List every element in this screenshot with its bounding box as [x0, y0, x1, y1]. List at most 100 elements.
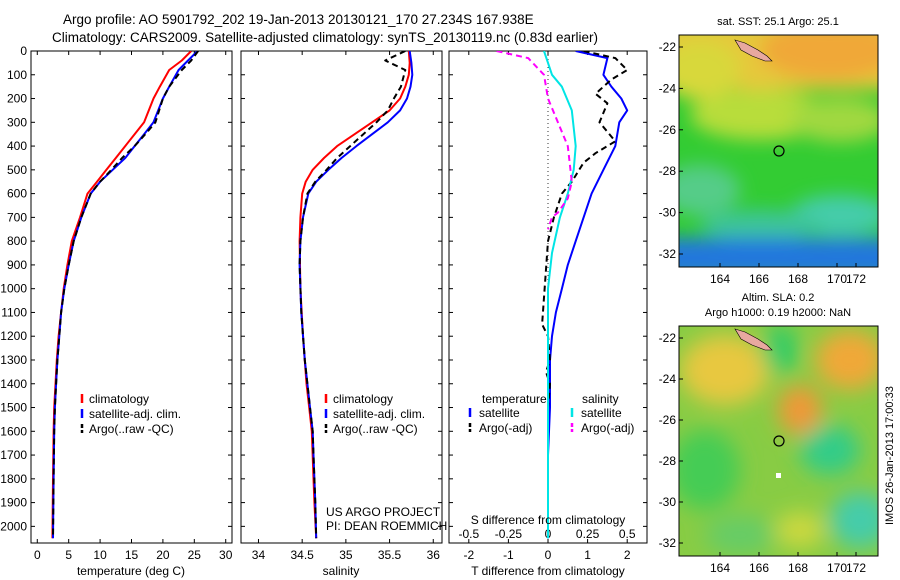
- x-tick-label: 1: [584, 548, 591, 562]
- map-longitude-label: 164: [710, 561, 730, 575]
- series-line-argo-raw-qc-: [298, 51, 407, 539]
- sst-map-title: sat. SST: 25.1 Argo: 25.1: [717, 16, 839, 28]
- new-caledonia-landmass: [734, 328, 773, 351]
- legend-label: satellite-adj. clim.: [89, 407, 181, 421]
- temperature-x-axis: 0 5 10 15 20 25 30: [34, 51, 233, 562]
- map-longitude-label: 166: [749, 561, 769, 575]
- difference-y-ticks: [449, 50, 647, 527]
- x-tick-label: 20: [156, 548, 170, 562]
- temperature-series: [51, 51, 199, 539]
- depth-tick-label: 0: [20, 44, 27, 58]
- x-tick-label: 15: [125, 548, 139, 562]
- x-tick-label: 35.5: [378, 548, 402, 562]
- map-latitude-label: -26: [659, 413, 677, 427]
- map-white-marker: [776, 473, 781, 478]
- legend-title-salinity: salinity: [582, 392, 619, 406]
- x-tick-label: 5: [65, 548, 72, 562]
- map-latitude-label: -30: [659, 206, 677, 220]
- depth-tick-label: 100: [7, 68, 27, 82]
- depth-tick-label: 400: [7, 139, 27, 153]
- depth-tick-label: 900: [7, 258, 27, 272]
- depth-tick-label: 1500: [0, 401, 27, 415]
- depth-tick-label: 1800: [0, 472, 27, 486]
- series-line-argo-adj-: [496, 51, 573, 230]
- depth-tick-label: 200: [7, 92, 27, 106]
- legend-label: satellite: [479, 406, 520, 420]
- series-line-argo-raw-qc-: [52, 51, 199, 539]
- argo-float-marker: [773, 435, 785, 447]
- legend-label: Argo(..raw -QC): [333, 422, 418, 436]
- depth-axis: 0 100 200 300 400 500 600 700 800 900 1000 1100 1200…: [0, 44, 232, 533]
- depth-tick-label: 1400: [0, 377, 27, 391]
- x-tick-label: 25: [188, 548, 202, 562]
- new-caledonia-landmass: [734, 39, 773, 62]
- x-tick-label: 2: [624, 548, 631, 562]
- s-difference-label: S difference from climatology: [471, 513, 626, 527]
- x-tick-label: 34: [252, 548, 266, 562]
- depth-tick-label: 500: [7, 163, 27, 177]
- salinity-panel: 34 34.5 35 35.5 36 salinity climatologysatel…: [240, 50, 447, 578]
- title-line-2: Climatology: CARS2009. Satellite-adjuste…: [52, 30, 599, 45]
- map-longitude-label: 172: [846, 272, 866, 286]
- map-latitude-label: -32: [659, 536, 677, 550]
- title-line-1: Argo profile: AO 5901792_202 19-Jan-2013…: [63, 12, 534, 27]
- x-tick-label-s: -0.25: [495, 527, 523, 541]
- map-longitude-label: 168: [788, 561, 808, 575]
- depth-tick-label: 1900: [0, 496, 27, 510]
- salinity-frame: [240, 50, 443, 544]
- map-longitude-label: 170: [827, 561, 847, 575]
- x-tick-label: 34.5: [290, 548, 314, 562]
- credit-line-2: PI: DEAN ROEMMICH: [326, 519, 447, 533]
- map-latitude-label: -28: [659, 164, 677, 178]
- series-line-argo-adj-: [541, 51, 629, 408]
- map-latitude-label: -22: [659, 331, 677, 345]
- legend-label: Argo(-adj): [581, 421, 634, 435]
- legend-label: satellite-adj. clim.: [333, 407, 425, 421]
- temperature-panel: 0100200300400500600700800900100011001200…: [0, 44, 232, 578]
- map-latitude-label: -30: [659, 495, 677, 509]
- x-tick-label-s: -0.5: [458, 527, 479, 541]
- depth-tick-label: 600: [7, 187, 27, 201]
- legend-label: Argo(..raw -QC): [89, 422, 174, 436]
- sla-map-title-2: Argo h1000: 0.19 h2000: NaN: [705, 307, 851, 319]
- map-longitude-label: 172: [846, 561, 866, 575]
- t-difference-label: T difference from climatology: [471, 564, 625, 578]
- x-tick-label-s: 0.5: [619, 527, 636, 541]
- depth-tick-label: 1600: [0, 424, 27, 438]
- x-tick-label: -1: [503, 548, 514, 562]
- legend-title-temperature: temperature: [482, 392, 547, 406]
- temperature-x-label: temperature (deg C): [77, 564, 185, 578]
- x-tick-label: 0: [34, 548, 41, 562]
- depth-tick-label: 1200: [0, 329, 27, 343]
- salinity-x-label: salinity: [323, 564, 360, 578]
- salinity-y-ticks: [241, 50, 442, 527]
- sla-map-title-1: Altim. SLA: 0.2: [742, 292, 815, 304]
- x-tick-label-s: 0.25: [576, 527, 600, 541]
- difference-legend: temperature salinitysatelliteArgo(-adj)sa…: [468, 392, 634, 435]
- legend-label: climatology: [333, 392, 393, 406]
- map-latitude-label: -28: [659, 454, 677, 468]
- legend-label: satellite: [581, 406, 622, 420]
- salinity-x-axis: 34 34.5 35 35.5 36: [252, 51, 440, 562]
- salinity-series: [298, 51, 414, 539]
- map-latitude-label: -24: [659, 81, 677, 95]
- series-line-satellite: [543, 51, 577, 539]
- sst-map: sat. SST: 25.1 Argo: 25.1 164 166 168 17017…: [659, 16, 879, 286]
- map-latitude-label: -26: [659, 123, 677, 137]
- map-longitude-label: 170: [827, 272, 847, 286]
- legend-label: climatology: [89, 392, 149, 406]
- map-longitude-label: 166: [749, 272, 769, 286]
- depth-tick-label: 800: [7, 234, 27, 248]
- x-tick-label: 35: [339, 548, 353, 562]
- temperature-frame: [30, 50, 233, 544]
- depth-tick-label: 2000: [0, 519, 27, 533]
- map-longitude-label: 168: [788, 272, 808, 286]
- map-latitude-label: -22: [659, 40, 677, 54]
- map-latitude-label: -32: [659, 247, 677, 261]
- x-tick-label: 10: [93, 548, 107, 562]
